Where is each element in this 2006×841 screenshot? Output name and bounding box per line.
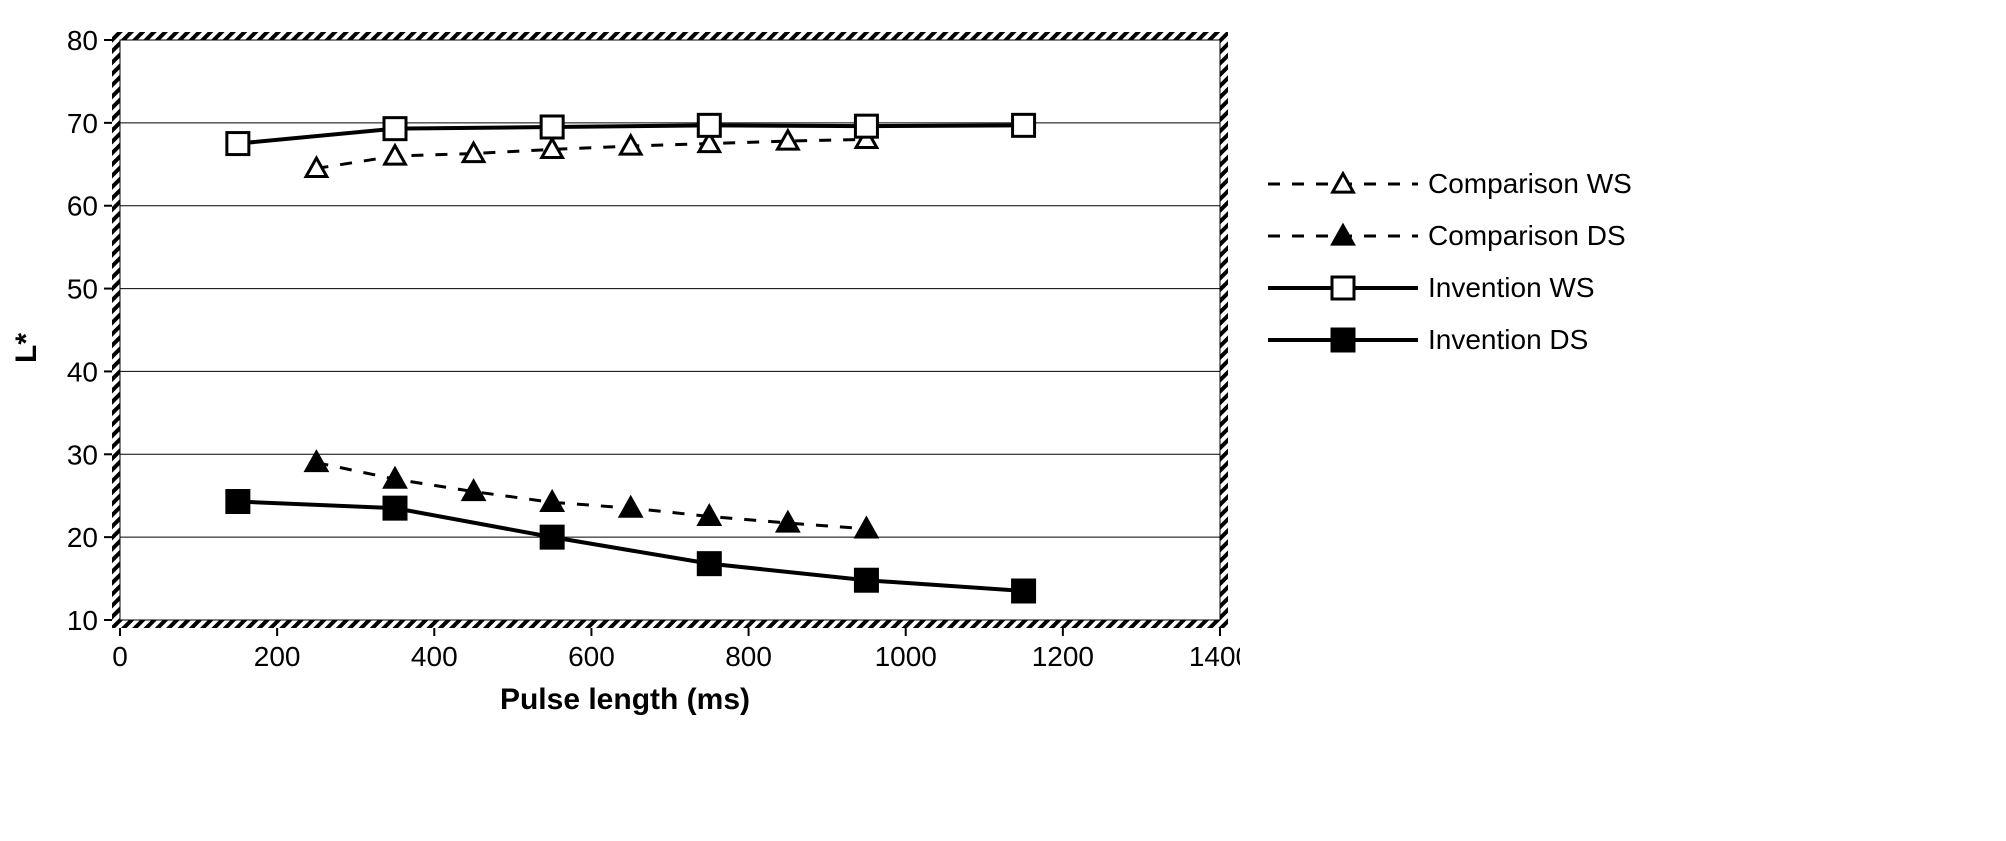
y-tick-label: 80 [67, 25, 98, 56]
chart-wrap: L* 0 200 400 600 800 1000 1200 1400 10 20 30 40 50 60… [10, 20, 1240, 717]
legend-swatch [1268, 322, 1418, 358]
legend-label: Comparison WS [1428, 168, 1632, 200]
legend-item: Invention WS [1268, 270, 1632, 306]
legend-swatch [1268, 270, 1418, 306]
x-tick-label: 200 [254, 641, 301, 672]
legend-label: Invention WS [1428, 272, 1595, 304]
legend-label: Comparison DS [1428, 220, 1626, 252]
y-tick-label: 30 [67, 439, 98, 470]
x-tick-label: 1400 [1189, 641, 1240, 672]
x-tick-label: 1000 [875, 641, 937, 672]
legend-swatch [1268, 166, 1418, 202]
x-tick-label: 600 [568, 641, 615, 672]
legend-item: Invention DS [1268, 322, 1632, 358]
figure: L* 0 200 400 600 800 1000 1200 1400 10 20 30 40 50 60… [0, 0, 2006, 737]
x-tick-label: 400 [411, 641, 458, 672]
legend-item: Comparison WS [1268, 166, 1632, 202]
y-tick-label: 40 [67, 356, 98, 387]
y-tick-label: 10 [67, 605, 98, 636]
legend: Comparison WS Comparison DS Invention WS In… [1268, 150, 1632, 374]
y-tick-label: 20 [67, 522, 98, 553]
chart-svg: 0 200 400 600 800 1000 1200 1400 10 20 30 40 50 60 70 8… [50, 20, 1240, 675]
x-tick-label: 800 [725, 641, 772, 672]
y-tick-label: 50 [67, 274, 98, 305]
legend-label: Invention DS [1428, 324, 1588, 356]
y-tick-label: 70 [67, 108, 98, 139]
x-axis-label: Pulse length (ms) [500, 683, 750, 717]
y-tick-label: 60 [67, 191, 98, 222]
y-axis-label: L* [10, 333, 44, 363]
x-tick-label: 1200 [1032, 641, 1094, 672]
legend-item: Comparison DS [1268, 218, 1632, 254]
x-tick-label: 0 [112, 641, 128, 672]
legend-swatch [1268, 218, 1418, 254]
